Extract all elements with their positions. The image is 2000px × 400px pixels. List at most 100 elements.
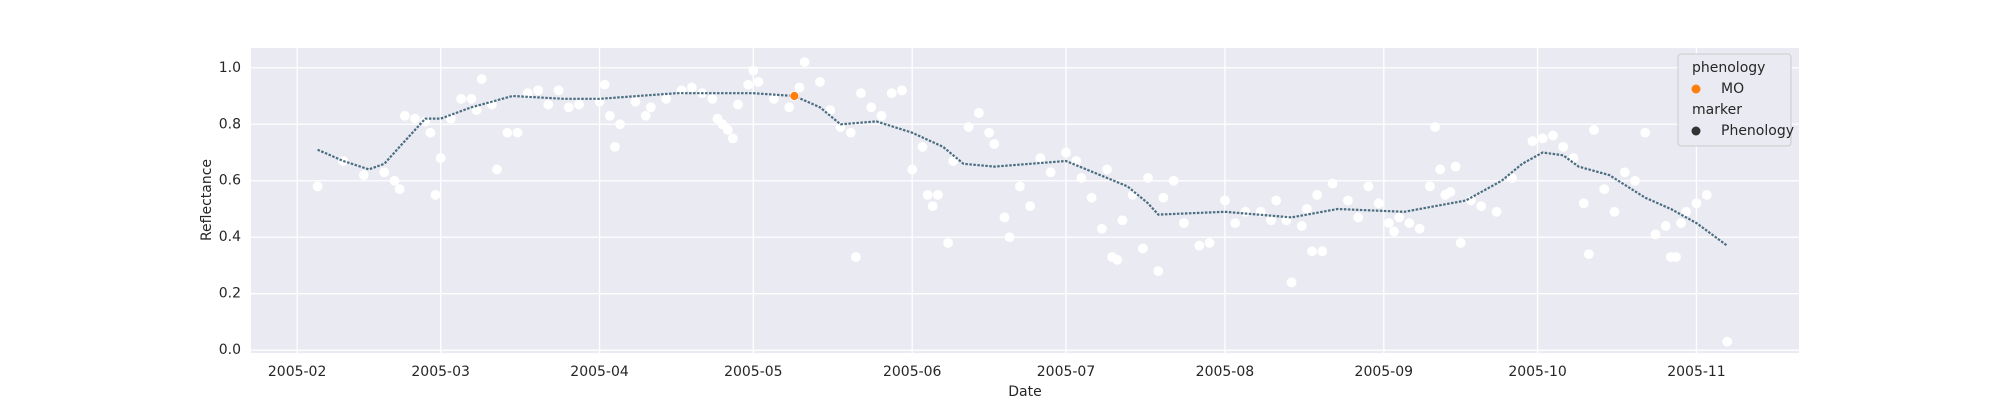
data-point (1589, 124, 1599, 135)
data-point (1450, 161, 1461, 172)
data-point (410, 113, 420, 124)
x-tick-label: 2005-09 (1355, 364, 1414, 380)
data-point (476, 74, 487, 84)
data-point (1296, 221, 1307, 231)
data-point (743, 79, 754, 90)
legend-label: MO (1721, 81, 1744, 97)
data-point (753, 76, 764, 87)
data-point (789, 91, 800, 101)
x-tick-label: 2005-06 (883, 364, 942, 380)
data-point (1327, 178, 1338, 189)
data-point (563, 102, 574, 113)
data-point (1317, 246, 1328, 257)
data-point (425, 127, 436, 138)
data-point (1194, 240, 1205, 251)
x-tick-label: 2005-03 (411, 364, 470, 380)
data-point (1425, 181, 1435, 192)
x-tick-label: 2005-08 (1196, 364, 1255, 380)
data-point (686, 82, 697, 93)
data-point (502, 127, 513, 138)
data-point (866, 102, 877, 113)
data-point (1455, 237, 1466, 248)
data-point (574, 99, 584, 110)
data-point (1076, 173, 1087, 183)
data-point (1271, 195, 1282, 206)
data-point (922, 189, 933, 200)
data-point (999, 212, 1010, 223)
x-tick-label: 2005-04 (570, 364, 629, 380)
data-point (1343, 195, 1353, 206)
data-point (1158, 192, 1169, 203)
data-point (794, 82, 805, 93)
data-point (1035, 153, 1046, 164)
data-point (456, 93, 467, 104)
data-point (512, 127, 523, 138)
data-point (1096, 223, 1107, 234)
data-point (1112, 254, 1123, 265)
data-point (358, 170, 369, 180)
data-point (1701, 189, 1712, 200)
data-point (733, 99, 743, 110)
data-point (932, 189, 943, 200)
data-point (1671, 252, 1681, 262)
data-point (886, 88, 897, 99)
data-point (1568, 153, 1579, 164)
data-point (1583, 249, 1594, 260)
data-point (1363, 181, 1374, 192)
data-point (487, 99, 497, 110)
x-tick-label: 2005-11 (1667, 364, 1726, 380)
data-point (799, 57, 810, 68)
data-point (1414, 223, 1425, 234)
data-point (707, 93, 718, 104)
data-point (379, 167, 390, 178)
data-point (1548, 130, 1558, 141)
data-point (466, 93, 477, 104)
x-axis-label: Date (1008, 384, 1041, 400)
data-point (989, 139, 1000, 149)
data-point (973, 108, 984, 118)
data-point (543, 99, 554, 110)
data-point (1537, 133, 1548, 144)
data-point (748, 65, 759, 76)
data-point (845, 127, 856, 138)
legend-title: marker (1692, 102, 1742, 118)
data-point (784, 102, 795, 113)
data-point (1204, 237, 1215, 248)
legend-box (1677, 53, 1792, 147)
data-point (604, 110, 615, 121)
data-point (1179, 218, 1189, 228)
data-point (1445, 187, 1456, 197)
data-point (599, 79, 610, 90)
data-point (984, 127, 995, 138)
y-tick-label: 0.6 (219, 173, 241, 189)
plot-area (251, 48, 1799, 353)
data-point (1650, 229, 1661, 240)
data-point (420, 116, 431, 127)
data-point (435, 153, 446, 164)
data-point (630, 96, 641, 107)
data-point (553, 85, 564, 96)
data-point (389, 175, 400, 186)
data-point (856, 88, 866, 99)
y-tick-label: 1.0 (219, 60, 241, 76)
data-point (1302, 204, 1312, 214)
data-point (1307, 246, 1317, 257)
x-tick-label: 2005-10 (1508, 364, 1567, 380)
data-point (850, 252, 861, 262)
data-point (1230, 218, 1241, 228)
data-point (1389, 226, 1399, 237)
data-point (1137, 243, 1148, 254)
data-point (1086, 192, 1097, 203)
data-point (963, 122, 974, 132)
x-tick-label: 2005-07 (1037, 364, 1096, 380)
y-tick-label: 0.2 (219, 286, 241, 302)
y-tick-label: 0.4 (219, 229, 241, 245)
data-point (1384, 218, 1394, 228)
data-point (1168, 175, 1179, 186)
data-point (1558, 141, 1569, 152)
data-point (645, 102, 656, 113)
data-point (1394, 212, 1405, 223)
data-point (1476, 201, 1487, 212)
data-point (1640, 127, 1651, 138)
